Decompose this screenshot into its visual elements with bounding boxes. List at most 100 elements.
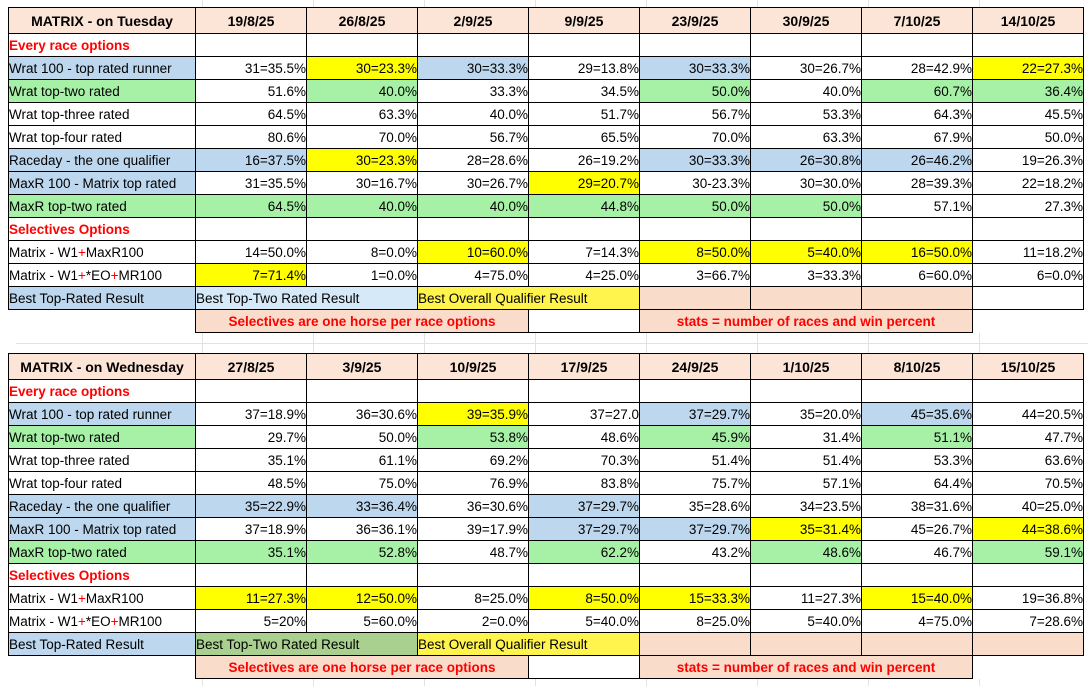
- value-cell[interactable]: 75.0%: [306, 471, 418, 495]
- value-cell[interactable]: 51.6%: [195, 79, 307, 103]
- value-cell[interactable]: 30=16.7%: [306, 171, 418, 195]
- value-cell[interactable]: 51.7%: [528, 102, 640, 126]
- value-cell[interactable]: 83.8%: [528, 471, 640, 495]
- best-result-cell[interactable]: [639, 632, 751, 656]
- date-header-cell[interactable]: 15/10/25: [972, 353, 1084, 380]
- date-header-cell[interactable]: 2/9/25: [417, 7, 529, 34]
- value-cell[interactable]: 35.1%: [195, 448, 307, 472]
- value-cell[interactable]: 45.9%: [639, 425, 751, 449]
- best-result-cell[interactable]: [972, 632, 1084, 656]
- value-cell[interactable]: 80.6%: [195, 125, 307, 149]
- value-cell[interactable]: 70.5%: [972, 471, 1084, 495]
- best-result-cell[interactable]: [750, 632, 862, 656]
- empty-cell[interactable]: [972, 217, 1084, 241]
- section-label-cell[interactable]: Selectives Options: [8, 563, 196, 587]
- best-result-cell[interactable]: [861, 632, 973, 656]
- value-cell[interactable]: 44=38.6%: [972, 517, 1084, 541]
- row-label-cell[interactable]: Matrix - W1+*EO+MR100: [8, 263, 196, 287]
- best-result-cell[interactable]: [750, 286, 862, 310]
- value-cell[interactable]: 34.5%: [528, 79, 640, 103]
- date-header-cell[interactable]: 19/8/25: [195, 7, 307, 34]
- value-cell[interactable]: 15=40.0%: [861, 586, 973, 610]
- value-cell[interactable]: 57.1%: [750, 471, 862, 495]
- table-title-cell[interactable]: MATRIX - on Tuesday: [8, 7, 196, 34]
- best-result-cell[interactable]: [639, 286, 751, 310]
- value-cell[interactable]: 5=40.0%: [750, 609, 862, 633]
- value-cell[interactable]: 8=0.0%: [306, 240, 418, 264]
- date-header-cell[interactable]: 8/10/25: [861, 353, 973, 380]
- empty-cell[interactable]: [639, 217, 751, 241]
- empty-cell[interactable]: [195, 217, 307, 241]
- value-cell[interactable]: 64.5%: [195, 194, 307, 218]
- empty-cell[interactable]: [306, 33, 418, 57]
- row-label-cell[interactable]: MaxR 100 - Matrix top rated: [8, 171, 196, 195]
- empty-cell[interactable]: [417, 563, 529, 587]
- footer-note-cell[interactable]: stats = number of races and win percent: [639, 655, 973, 679]
- best-label-cell[interactable]: Best Top-Rated Result: [8, 632, 196, 656]
- footer-empty-cell[interactable]: [528, 309, 640, 333]
- value-cell[interactable]: 33.3%: [417, 79, 529, 103]
- value-cell[interactable]: 37=27.0: [528, 402, 640, 426]
- empty-cell[interactable]: [861, 379, 973, 403]
- date-header-cell[interactable]: 23/9/25: [639, 7, 751, 34]
- value-cell[interactable]: 5=20%: [195, 609, 307, 633]
- value-cell[interactable]: 36=36.1%: [306, 517, 418, 541]
- value-cell[interactable]: 44=20.5%: [972, 402, 1084, 426]
- value-cell[interactable]: 30=33.3%: [417, 56, 529, 80]
- value-cell[interactable]: 14=50.0%: [195, 240, 307, 264]
- value-cell[interactable]: 31=35.5%: [195, 56, 307, 80]
- value-cell[interactable]: 53.8%: [417, 425, 529, 449]
- row-label-cell[interactable]: Raceday - the one qualifier: [8, 494, 196, 518]
- row-label-cell[interactable]: Matrix - W1+MaxR100: [8, 586, 196, 610]
- section-label-cell[interactable]: Selectives Options: [8, 217, 196, 241]
- value-cell[interactable]: 7=71.4%: [195, 263, 307, 287]
- empty-cell[interactable]: [861, 217, 973, 241]
- row-label-cell[interactable]: Wrat top-four rated: [8, 125, 196, 149]
- best-result-cell[interactable]: Best Top-Two Rated Result: [195, 286, 418, 310]
- value-cell[interactable]: 8=50.0%: [528, 586, 640, 610]
- value-cell[interactable]: 44.8%: [528, 194, 640, 218]
- footer-empty-cell[interactable]: [528, 655, 640, 679]
- section-label-cell[interactable]: Every race options: [8, 379, 196, 403]
- date-header-cell[interactable]: 7/10/25: [861, 7, 973, 34]
- value-cell[interactable]: 37=18.9%: [195, 517, 307, 541]
- value-cell[interactable]: 22=18.2%: [972, 171, 1084, 195]
- value-cell[interactable]: 38=31.6%: [861, 494, 973, 518]
- value-cell[interactable]: 70.0%: [306, 125, 418, 149]
- empty-cell[interactable]: [972, 33, 1084, 57]
- empty-cell[interactable]: [639, 563, 751, 587]
- empty-cell[interactable]: [750, 379, 862, 403]
- footer-empty-cell[interactable]: [972, 655, 1084, 679]
- value-cell[interactable]: 4=75.0%: [861, 609, 973, 633]
- row-label-cell[interactable]: Matrix - W1+*EO+MR100: [8, 609, 196, 633]
- value-cell[interactable]: 4=75.0%: [417, 263, 529, 287]
- row-label-cell[interactable]: Wrat top-three rated: [8, 448, 196, 472]
- row-label-cell[interactable]: Wrat 100 - top rated runner: [8, 402, 196, 426]
- empty-cell[interactable]: [639, 379, 751, 403]
- value-cell[interactable]: 63.3%: [306, 102, 418, 126]
- value-cell[interactable]: 26=30.8%: [750, 148, 862, 172]
- empty-cell[interactable]: [195, 379, 307, 403]
- value-cell[interactable]: 29=13.8%: [528, 56, 640, 80]
- value-cell[interactable]: 62.2%: [528, 540, 640, 564]
- value-cell[interactable]: 29.7%: [195, 425, 307, 449]
- empty-cell[interactable]: [639, 33, 751, 57]
- best-label-cell[interactable]: Best Top-Rated Result: [8, 286, 196, 310]
- empty-cell[interactable]: [750, 217, 862, 241]
- value-cell[interactable]: 16=50.0%: [861, 240, 973, 264]
- date-header-cell[interactable]: 17/9/25: [528, 353, 640, 380]
- row-label-cell[interactable]: Wrat top-two rated: [8, 79, 196, 103]
- date-header-cell[interactable]: 30/9/25: [750, 7, 862, 34]
- value-cell[interactable]: 10=60.0%: [417, 240, 529, 264]
- footer-note-cell[interactable]: stats = number of races and win percent: [639, 309, 973, 333]
- date-header-cell[interactable]: 9/9/25: [528, 7, 640, 34]
- value-cell[interactable]: 4=25.0%: [528, 263, 640, 287]
- value-cell[interactable]: 6=60.0%: [861, 263, 973, 287]
- value-cell[interactable]: 37=29.7%: [639, 517, 751, 541]
- value-cell[interactable]: 50.0%: [750, 194, 862, 218]
- value-cell[interactable]: 51.1%: [861, 425, 973, 449]
- value-cell[interactable]: 70.3%: [528, 448, 640, 472]
- value-cell[interactable]: 40.0%: [750, 79, 862, 103]
- empty-cell[interactable]: [417, 379, 529, 403]
- value-cell[interactable]: 48.6%: [528, 425, 640, 449]
